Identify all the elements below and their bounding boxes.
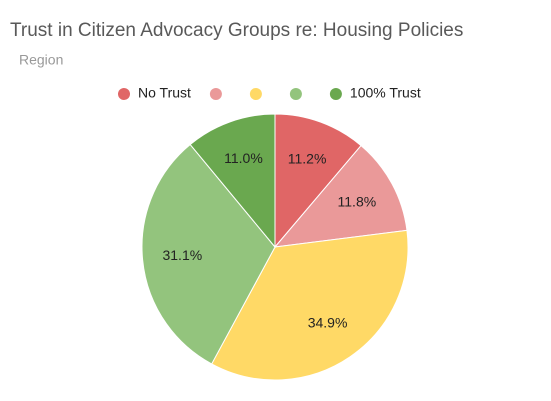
pie-slice	[274, 113, 362, 249]
slice-label: 11.2%	[288, 150, 327, 166]
legend-marker	[209, 88, 222, 100]
pie-slice	[210, 229, 409, 381]
legend-marker	[118, 88, 130, 100]
pie-slice	[141, 143, 276, 365]
chart-title: Trust in Citizen Advocacy Groups re: Hou…	[10, 20, 463, 41]
legend-marker	[289, 88, 302, 100]
slice-label: 34.9%	[308, 315, 348, 331]
chart-subtitle: Region	[19, 52, 63, 68]
legend-label: 100% Trust	[350, 85, 421, 101]
slice-label: 31.1%	[162, 247, 202, 263]
legend-marker	[329, 88, 342, 100]
pie-slice	[189, 113, 276, 249]
slice-label: 11.8%	[338, 193, 377, 209]
pie-slice	[273, 144, 408, 248]
legend-label: No Trust	[138, 85, 191, 101]
slice-label: 11.0%	[224, 150, 263, 166]
legend-marker	[249, 88, 262, 100]
